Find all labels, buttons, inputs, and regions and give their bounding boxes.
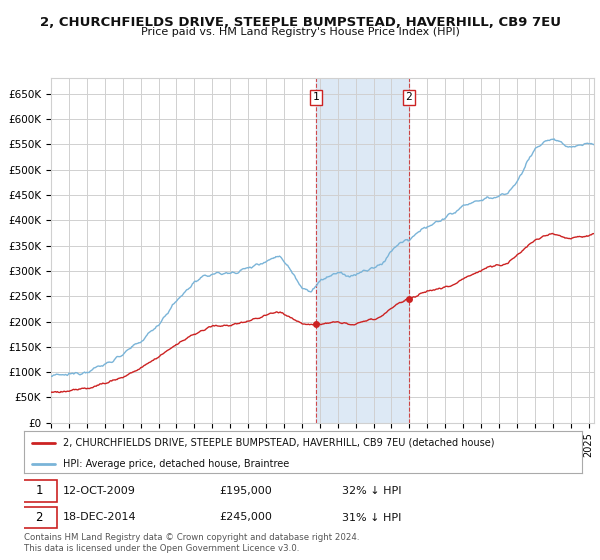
FancyBboxPatch shape xyxy=(21,507,58,528)
Text: 2: 2 xyxy=(406,92,412,102)
Text: 31% ↓ HPI: 31% ↓ HPI xyxy=(342,512,401,522)
Text: 18-DEC-2014: 18-DEC-2014 xyxy=(63,512,137,522)
Text: 2, CHURCHFIELDS DRIVE, STEEPLE BUMPSTEAD, HAVERHILL, CB9 7EU (detached house): 2, CHURCHFIELDS DRIVE, STEEPLE BUMPSTEAD… xyxy=(63,437,494,447)
Text: £245,000: £245,000 xyxy=(220,512,272,522)
Text: HPI: Average price, detached house, Braintree: HPI: Average price, detached house, Brai… xyxy=(63,459,289,469)
Text: Price paid vs. HM Land Registry's House Price Index (HPI): Price paid vs. HM Land Registry's House … xyxy=(140,27,460,37)
Text: Contains HM Land Registry data © Crown copyright and database right 2024.
This d: Contains HM Land Registry data © Crown c… xyxy=(24,533,359,553)
Text: 12-OCT-2009: 12-OCT-2009 xyxy=(63,486,136,496)
Text: 2, CHURCHFIELDS DRIVE, STEEPLE BUMPSTEAD, HAVERHILL, CB9 7EU: 2, CHURCHFIELDS DRIVE, STEEPLE BUMPSTEAD… xyxy=(40,16,560,29)
Text: 2: 2 xyxy=(35,511,43,524)
Text: 32% ↓ HPI: 32% ↓ HPI xyxy=(342,486,401,496)
Text: £195,000: £195,000 xyxy=(220,486,272,496)
Text: 1: 1 xyxy=(313,92,319,102)
Bar xyxy=(316,78,409,423)
FancyBboxPatch shape xyxy=(21,480,58,502)
Text: 1: 1 xyxy=(35,484,43,497)
